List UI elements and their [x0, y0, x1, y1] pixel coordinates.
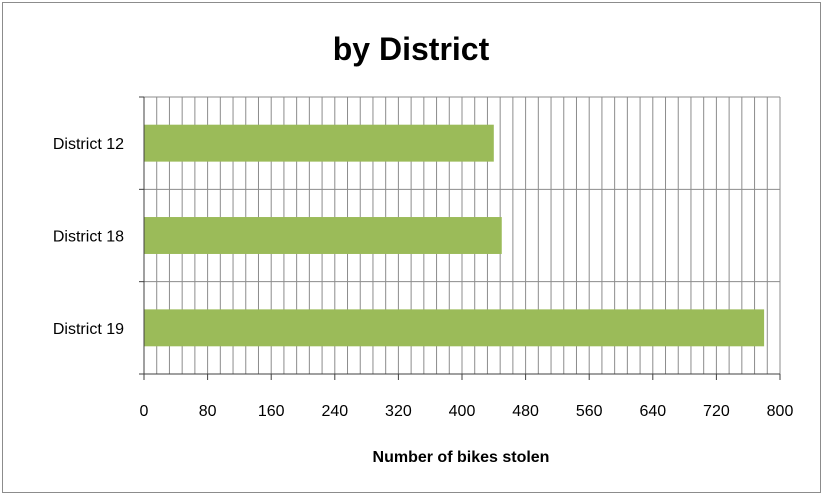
x-tick-label: 320: [385, 403, 412, 420]
category-labels: District 12 District 18 District 19: [53, 136, 124, 338]
x-tick-label: 480: [512, 403, 539, 420]
x-tick-labels: 0 80 160 240 320 400 480 560 640 720 800: [140, 403, 794, 420]
axes: [139, 96, 781, 380]
x-tick-label: 560: [576, 403, 603, 420]
x-tick-label: 720: [703, 403, 730, 420]
bar: [144, 124, 494, 162]
x-tick-label: 400: [449, 403, 476, 420]
bar: [144, 217, 502, 254]
x-tick-label: 160: [258, 403, 285, 420]
x-tick-label: 800: [767, 403, 794, 420]
x-tick-label: 240: [321, 403, 348, 420]
bars: [144, 124, 765, 347]
x-tick-label: 80: [199, 403, 217, 420]
category-label: District 18: [53, 229, 124, 246]
x-axis-label: Number of bikes stolen: [373, 449, 550, 466]
chart-title: by District: [333, 31, 490, 67]
category-label: District 12: [53, 136, 124, 153]
category-label: District 19: [53, 321, 124, 338]
x-tick-label: 640: [639, 403, 666, 420]
bar: [144, 309, 765, 347]
x-tick-label: 0: [140, 403, 149, 420]
